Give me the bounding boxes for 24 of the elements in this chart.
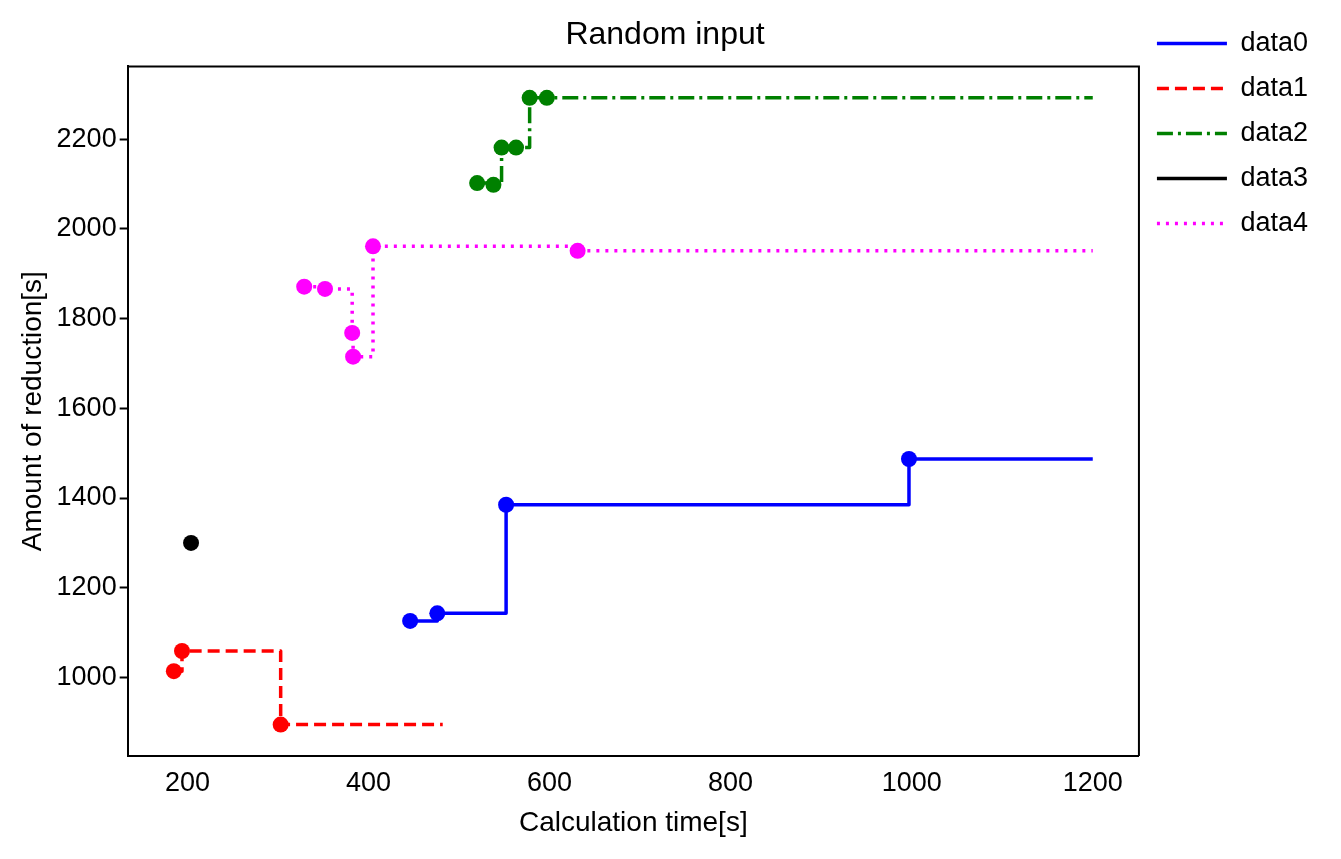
- y-tick-label: 1400: [56, 481, 117, 512]
- y-tick-label: 2000: [56, 212, 117, 243]
- y-tick-label: 1200: [56, 571, 117, 602]
- x-axis-title: Calculation time[s]: [518, 805, 748, 837]
- legend-label: data3: [1240, 161, 1309, 192]
- x-tick-label: 800: [708, 766, 754, 797]
- x-tick-label: 1200: [1062, 766, 1123, 797]
- point: [345, 348, 362, 365]
- y-tick-label: 1800: [56, 302, 117, 332]
- legend-label: data2: [1240, 116, 1309, 147]
- x-tick-label: 400: [345, 766, 392, 797]
- point: [296, 278, 313, 295]
- chart-title: Random input: [565, 15, 765, 52]
- y-tick-label: 1600: [56, 391, 117, 422]
- legend-label: data0: [1240, 26, 1309, 57]
- point: [183, 534, 200, 551]
- y-tick-label: 2200: [56, 122, 117, 153]
- x-tick-label: 600: [527, 766, 573, 797]
- x-tick-label: 1000: [881, 766, 942, 797]
- legend-label: data4: [1240, 206, 1309, 237]
- x-tick-label: 200: [164, 766, 210, 797]
- y-axis-title: Amount of reduction[s]: [15, 271, 47, 552]
- legend-label: data1: [1240, 71, 1309, 102]
- y-tick-label: 1000: [56, 660, 117, 691]
